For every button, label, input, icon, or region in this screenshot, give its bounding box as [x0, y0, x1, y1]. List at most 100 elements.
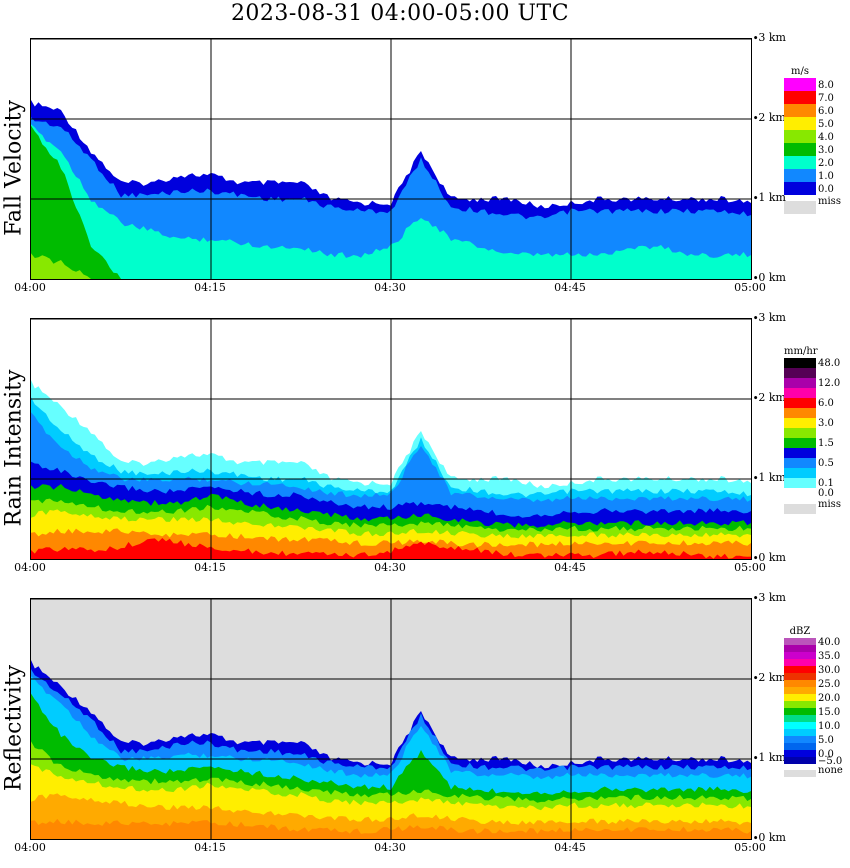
x-tick-label: 05:00 [734, 281, 766, 294]
colorbar-swatch [784, 468, 816, 478]
colorbar-units: mm/hr [784, 346, 818, 357]
colorbar-label: 3.0 [818, 418, 834, 429]
heatmap-svg [31, 319, 751, 559]
y-tick-label: ∙3 km [753, 311, 786, 324]
x-tick-label: 04:45 [554, 281, 586, 294]
plot-area [30, 598, 752, 840]
colorbar-label: 4.0 [818, 131, 834, 143]
colorbar-label: 20.0 [818, 692, 841, 704]
colorbar-swatch [784, 104, 816, 117]
colorbar-swatch [784, 680, 816, 687]
y-tick-label: ∙1 km [753, 751, 786, 764]
panel-title-text: Fall Velocity [1, 100, 27, 236]
colorbar-swatch [784, 729, 816, 736]
colorbar-label: 2.0 [818, 157, 834, 169]
y-tick-label: ∙2 km [753, 111, 786, 124]
colorbar-swatch [784, 358, 816, 368]
colorbar-swatch [784, 438, 816, 448]
y-tick-label: ∙2 km [753, 391, 786, 404]
colorbar-swatch [784, 388, 816, 398]
colorbar-label: 25.0 [818, 678, 841, 690]
y-tick-label: ∙1 km [753, 191, 786, 204]
x-tick-label: 04:15 [194, 281, 226, 294]
colorbar-swatch [784, 398, 816, 408]
colorbar-label: 1.0 [818, 170, 834, 182]
x-tick-label: 04:30 [374, 281, 406, 294]
colorbar-label: 6.0 [818, 398, 834, 409]
y-tick-label: ∙1 km [753, 471, 786, 484]
colorbar-swatch [784, 458, 816, 468]
x-tick-label: 04:15 [194, 841, 226, 854]
colorbar-swatch [784, 378, 816, 388]
colorbar-swatch [784, 743, 816, 750]
colorbar-swatch [784, 418, 816, 428]
colorbar-swatch [784, 694, 816, 701]
colorbar-swatch [784, 156, 816, 169]
colorbar-label: 6.0 [818, 105, 834, 117]
colorbar-label: 12.0 [818, 378, 841, 389]
x-tick-label: 05:00 [734, 841, 766, 854]
colorbar-swatch [784, 687, 816, 694]
x-tick-label: 04:15 [194, 561, 226, 574]
colorbar-label: 0.1 [818, 478, 834, 489]
colorbar-label: 5.0 [818, 118, 834, 130]
colorbar-swatch [784, 708, 816, 715]
heatmap-svg [31, 599, 751, 839]
colorbar-swatch [784, 488, 816, 498]
colorbar-swatch [784, 722, 816, 729]
colorbar-label: 1.5 [818, 438, 834, 449]
colorbar-label: 0.0 [818, 748, 834, 760]
y-tick-label: ∙2 km [753, 671, 786, 684]
colorbar-swatch [784, 78, 816, 91]
plot-area [30, 38, 752, 280]
panel-title: Rain Intensity [0, 308, 28, 588]
x-tick-label: 04:30 [374, 841, 406, 854]
chart-panel-2: Reflectivity ∙0 km ∙1 km ∙2 km ∙3 km 04:00 04:… [0, 588, 850, 868]
colorbar-label: 0.0 [818, 183, 834, 195]
y-tick-label: ∙0 km [753, 831, 786, 844]
colorbar-swatch [784, 673, 816, 680]
colorbar-swatch [784, 701, 816, 708]
colorbar-swatch [784, 478, 816, 488]
colorbar-units: dBZ [789, 626, 811, 637]
colorbar-swatch [784, 143, 816, 156]
colorbar-label: 40.0 [818, 636, 841, 648]
colorbar-swatch [784, 652, 816, 659]
x-tick-label: 04:45 [554, 561, 586, 574]
colorbar-label: miss [818, 499, 841, 510]
colorbar-label: 0.5 [818, 458, 834, 469]
colorbar-label: 35.0 [818, 650, 841, 662]
colorbar-label: miss [818, 196, 841, 207]
colorbar-label: none [818, 765, 843, 776]
colorbar-label: 7.0 [818, 92, 834, 104]
x-tick-label: 04:45 [554, 841, 586, 854]
colorbar-swatch [784, 666, 816, 673]
panel-title: Fall Velocity [0, 28, 28, 308]
x-tick-label: 04:30 [374, 561, 406, 574]
colorbar-swatch [784, 736, 816, 743]
colorbar-swatch [784, 715, 816, 722]
chart-panel-0: Fall Velocity ∙0 km ∙1 km ∙2 km ∙3 km 04:00 04… [0, 28, 850, 308]
colorbar-swatch [784, 645, 816, 652]
colorbar-swatch [784, 117, 816, 130]
colorbar-label: 48.0 [818, 358, 841, 369]
colorbar-swatch [784, 757, 816, 764]
colorbar-swatch [784, 182, 816, 195]
colorbar-label: 30.0 [818, 664, 841, 676]
colorbar-units: m/s [791, 66, 809, 77]
colorbar-label: 3.0 [818, 144, 834, 156]
panel-title-text: Rain Intensity [1, 369, 27, 527]
colorbar-label: 15.0 [818, 706, 841, 718]
colorbar-swatch [784, 91, 816, 104]
colorbar-swatch [784, 428, 816, 438]
colorbar-swatch [784, 130, 816, 143]
colorbar-label: −5.0 [818, 755, 843, 767]
colorbar-swatch [784, 750, 816, 757]
colorbar-swatch [784, 659, 816, 666]
x-tick-label: 04:00 [14, 561, 46, 574]
colorbar-swatch [784, 408, 816, 418]
colorbar-label: 0.0 [818, 488, 834, 499]
x-tick-label: 04:00 [14, 281, 46, 294]
colorbar-label: 10.0 [818, 720, 841, 732]
colorbar-swatch [784, 504, 816, 514]
